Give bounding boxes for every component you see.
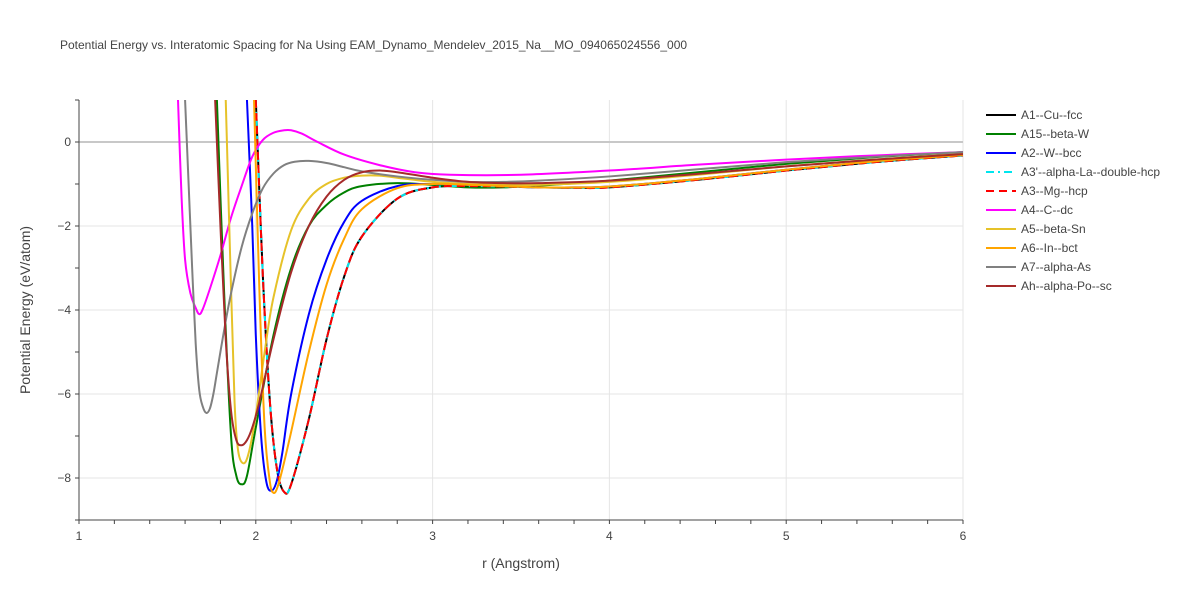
legend-label: A7--alpha-As bbox=[1021, 260, 1091, 274]
y-tick-label: −2 bbox=[57, 219, 71, 233]
axes bbox=[75, 99, 964, 524]
y-tick-label: −4 bbox=[57, 303, 71, 317]
legend-label: A2--W--bcc bbox=[1021, 146, 1081, 160]
x-tick-label: 6 bbox=[960, 529, 967, 543]
legend-item[interactable]: A15--beta-W bbox=[986, 127, 1090, 141]
x-tick-labels: 1 2 3 4 5 6 bbox=[76, 529, 967, 543]
legend-item[interactable]: A3'--alpha-La--double-hcp bbox=[986, 165, 1160, 179]
y-tick-label: −6 bbox=[57, 387, 71, 401]
legend-item[interactable]: A4--C--dc bbox=[986, 203, 1073, 217]
series-line-ah-alpha-po-sc bbox=[214, 100, 963, 447]
legend-item[interactable]: A5--beta-Sn bbox=[986, 222, 1086, 236]
legend-item[interactable]: A6--In--bct bbox=[986, 241, 1078, 255]
legend-label: A4--C--dc bbox=[1021, 203, 1073, 217]
legend-label: A5--beta-Sn bbox=[1021, 222, 1086, 236]
series-line-a6-in-bct bbox=[253, 100, 963, 495]
legend-item[interactable]: Ah--alpha-Po--sc bbox=[986, 279, 1112, 293]
series-lines bbox=[177, 100, 963, 495]
legend-label: A6--In--bct bbox=[1021, 241, 1078, 255]
x-tick-label: 4 bbox=[606, 529, 613, 543]
legend-item[interactable]: A3--Mg--hcp bbox=[986, 184, 1088, 198]
series-line-a5-beta-sn bbox=[224, 100, 963, 465]
legend-label: A3--Mg--hcp bbox=[1021, 184, 1088, 198]
x-tick-label: 5 bbox=[783, 529, 790, 543]
legend-label: A15--beta-W bbox=[1021, 127, 1090, 141]
series-line-a7-alpha-as bbox=[184, 100, 963, 414]
legend-label: A1--Cu--fcc bbox=[1021, 108, 1082, 122]
legend[interactable]: A1--Cu--fcc A15--beta-W A2--W--bcc A3'--alp… bbox=[986, 108, 1160, 293]
y-tick-labels: 0 −2 −4 −6 −8 bbox=[57, 135, 71, 485]
series-line-a15-beta-w bbox=[215, 100, 963, 486]
chart-title: Potential Energy vs. Interatomic Spacing… bbox=[60, 38, 687, 52]
legend-label: A3'--alpha-La--double-hcp bbox=[1021, 165, 1160, 179]
y-tick-label: 0 bbox=[64, 135, 71, 149]
legend-label: Ah--alpha-Po--sc bbox=[1021, 279, 1112, 293]
legend-item[interactable]: A2--W--bcc bbox=[986, 146, 1081, 160]
y-axis-title: Potential Energy (eV/atom) bbox=[17, 226, 33, 394]
x-axis-title: r (Angstrom) bbox=[482, 555, 560, 571]
legend-item[interactable]: A1--Cu--fcc bbox=[986, 108, 1082, 122]
legend-item[interactable]: A7--alpha-As bbox=[986, 260, 1091, 274]
x-tick-label: 2 bbox=[252, 529, 259, 543]
x-tick-label: 1 bbox=[76, 529, 83, 543]
y-tick-label: −8 bbox=[57, 471, 71, 485]
x-tick-label: 3 bbox=[429, 529, 436, 543]
series-line-a4-c-dc bbox=[177, 100, 963, 316]
